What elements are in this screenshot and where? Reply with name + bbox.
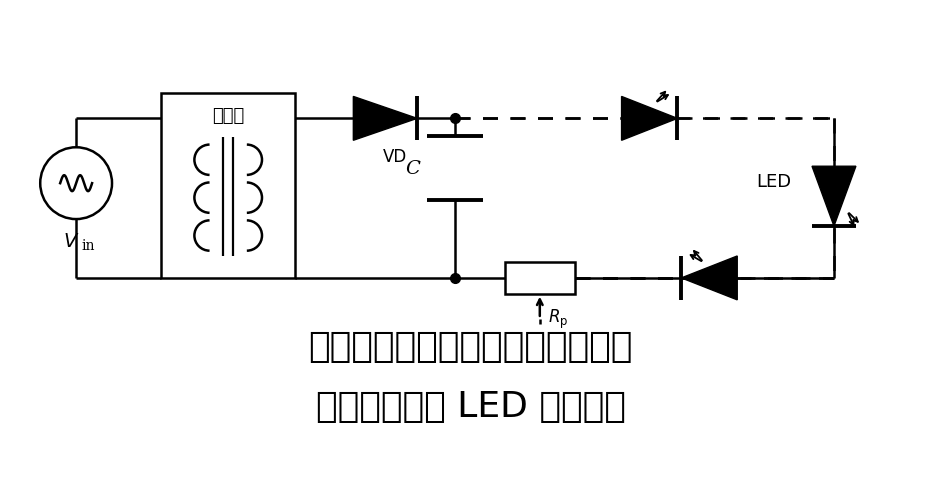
Text: 的电阻限流的 LED 驱动电路: 的电阻限流的 LED 驱动电路 [315,389,626,423]
Text: $V$: $V$ [63,232,79,250]
Text: $R_{\mathrm{p}}$: $R_{\mathrm{p}}$ [548,307,568,331]
Text: VD: VD [383,148,407,166]
Text: 采用低频变压器及半波或全波整流: 采用低频变压器及半波或全波整流 [309,329,632,363]
Polygon shape [681,256,737,300]
Text: in: in [81,239,95,252]
Polygon shape [353,97,417,141]
Bar [161,94,295,278]
Text: 变压器: 变压器 [212,107,245,125]
Bar [505,263,575,294]
Text: LED: LED [757,173,791,191]
Text: C: C [406,160,421,178]
Polygon shape [812,167,856,226]
Polygon shape [622,97,678,141]
